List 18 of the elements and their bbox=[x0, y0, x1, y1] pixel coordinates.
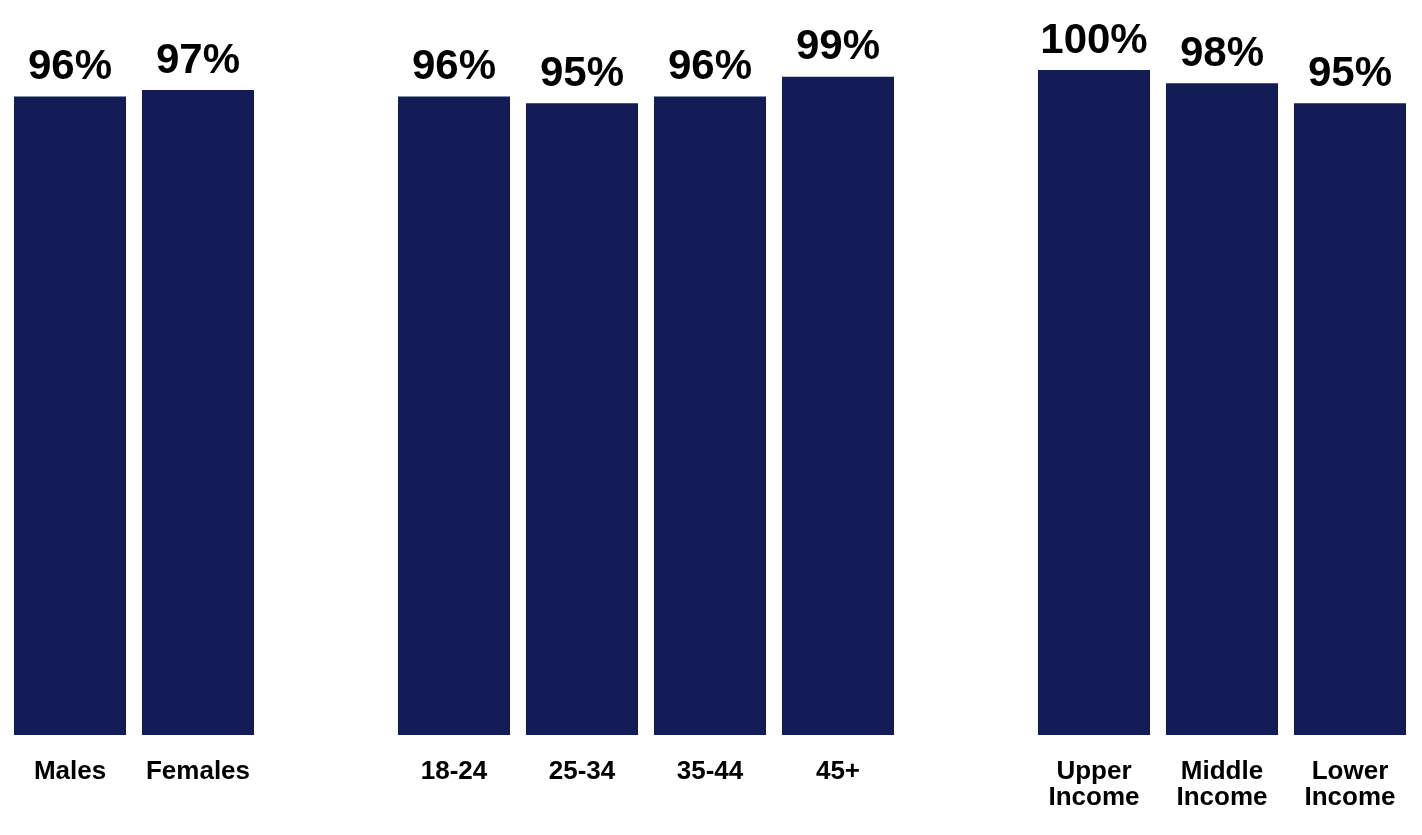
x-tick-label: 45+ bbox=[815, 755, 861, 786]
x-tick-label: Lower Income bbox=[1304, 755, 1396, 812]
data-label: 99% bbox=[795, 21, 881, 69]
x-tick-label: Middle Income bbox=[1176, 755, 1268, 812]
data-label: 98% bbox=[1179, 27, 1265, 75]
x-tick-label: Males bbox=[33, 755, 107, 786]
data-label: 96% bbox=[667, 41, 753, 89]
x-tick-label: Upper Income bbox=[1048, 755, 1140, 812]
x-tick-label: 35-44 bbox=[676, 755, 744, 786]
data-label: 95% bbox=[1307, 47, 1393, 95]
x-tick-label: 25-34 bbox=[548, 755, 616, 786]
data-label: 96% bbox=[27, 41, 113, 89]
data-label: 96% bbox=[411, 41, 497, 89]
x-tick-label: Females bbox=[145, 755, 251, 786]
data-label: 100% bbox=[1040, 14, 1148, 62]
x-tick-label: 18-24 bbox=[420, 755, 488, 786]
data-label: 95% bbox=[539, 47, 625, 95]
data-label: 97% bbox=[155, 34, 241, 82]
